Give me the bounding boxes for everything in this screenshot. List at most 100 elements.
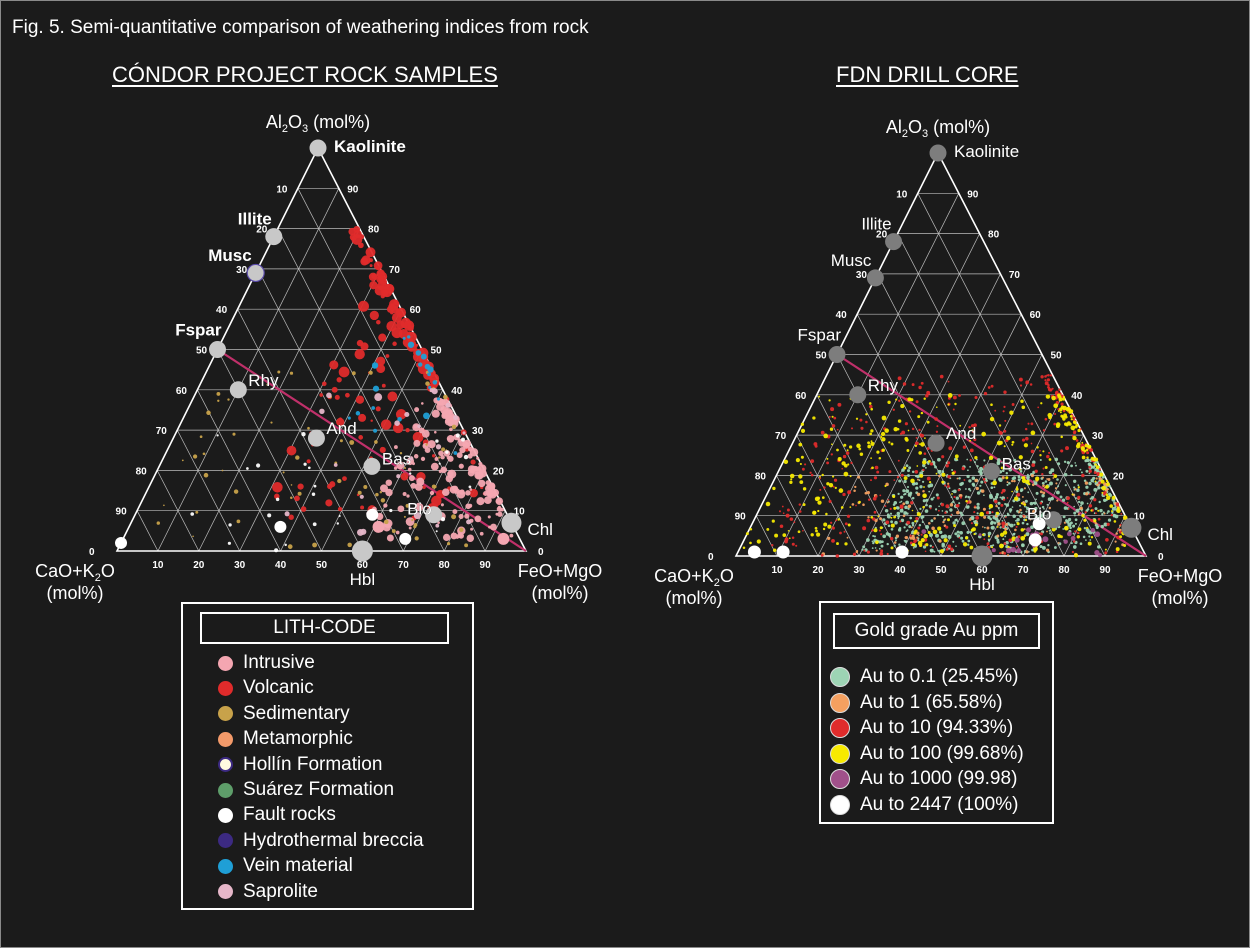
data-point [954,402,957,406]
data-point [844,522,848,526]
data-point [1032,460,1036,465]
data-point [393,445,398,450]
data-point [1088,472,1091,475]
data-point [984,481,987,484]
data-point [423,412,430,420]
data-point [1047,373,1050,377]
data-point [1091,466,1094,469]
legend-swatch-icon [830,692,850,713]
data-point [442,533,451,542]
data-point [1103,498,1107,502]
data-point [336,417,345,427]
data-point [1107,518,1112,522]
data-point [1044,381,1049,386]
data-point [1025,479,1030,484]
data-point [1047,383,1050,387]
data-point [286,445,297,456]
data-point [405,503,410,508]
legend-swatch-icon [830,667,850,687]
data-point [434,430,437,434]
lith-legend-entry: Intrusive [218,652,315,674]
tick-label-right: 80 [988,230,1000,241]
data-point [881,540,884,544]
data-point [965,505,970,509]
data-point [956,510,960,515]
data-point [968,518,972,521]
mineral-node [866,269,884,287]
data-point [971,429,974,432]
data-point [965,495,968,498]
data-point [312,542,318,548]
tick-label-bottom: 90 [1099,565,1111,576]
data-point [487,515,491,519]
data-point [1090,478,1094,483]
data-point [287,544,293,549]
legend-label: Fault rocks [243,804,336,826]
data-point [1040,514,1043,518]
data-point [1029,383,1033,386]
data-point [929,533,933,537]
data-point [969,545,974,550]
data-point [1012,533,1016,536]
data-point [846,449,849,452]
data-point [425,443,428,446]
data-point [1029,501,1034,506]
data-point [339,439,343,443]
data-point [306,459,311,464]
data-point [873,476,878,480]
data-point [1086,502,1089,505]
data-point [952,540,955,543]
data-point [1064,525,1069,531]
data-point [1049,374,1053,377]
data-point [923,397,926,400]
data-point [895,506,900,510]
data-point [457,438,462,443]
data-point [1003,429,1007,433]
data-point [859,452,864,457]
data-point [969,439,972,442]
data-point [974,456,978,460]
data-point [307,426,310,430]
data-point [973,438,977,442]
data-point [832,475,835,478]
data-point [233,489,239,494]
data-point [816,496,821,500]
data-point [798,442,803,447]
data-point [982,478,986,481]
data-point [333,463,338,467]
data-point [394,420,400,426]
data-point [1057,485,1060,488]
mineral-label: Musc [208,246,251,265]
data-point [1019,514,1023,518]
legend-label: Au to 2447 (100%) [860,793,1019,815]
data-point [969,448,974,453]
data-point [337,478,342,484]
data-point [774,533,779,538]
data-point [930,497,934,501]
tick-label-left: 70 [156,426,168,437]
data-point [1016,517,1020,522]
data-point [1046,478,1049,480]
data-point [981,526,984,528]
data-point [1012,514,1016,519]
data-point [967,469,969,472]
data-point [901,430,906,435]
data-point [833,416,837,420]
data-point [947,518,950,522]
data-point [837,402,842,407]
data-point [897,528,902,532]
data-point [1089,448,1093,452]
data-point [382,523,391,532]
data-point [1085,539,1087,541]
mineral-label: Illite [238,210,272,229]
tick-label-left: 10 [276,184,288,195]
data-point [396,320,405,330]
data-point [1014,528,1017,532]
tick-label-bottom: 10 [152,560,164,571]
data-point [890,442,894,446]
data-point [1076,488,1080,493]
data-point [1039,454,1042,457]
data-point [1080,446,1085,451]
data-point [916,512,921,517]
data-point [940,503,945,507]
